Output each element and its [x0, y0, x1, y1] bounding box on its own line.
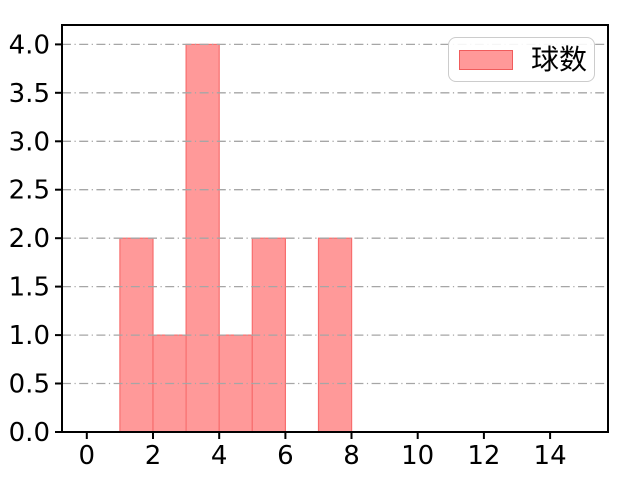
y-tick-label-3.0: 3.0: [9, 127, 50, 157]
x-tick-label-12: 12: [467, 441, 500, 471]
y-tick-label-2.5: 2.5: [9, 176, 50, 206]
plot-border: [61, 24, 609, 433]
x-tick-label-10: 10: [401, 441, 434, 471]
y-tick-label-3.5: 3.5: [9, 79, 50, 109]
y-tick-label-2.0: 2.0: [9, 224, 50, 254]
x-tick-label-4: 4: [211, 441, 228, 471]
x-tick-label-0: 0: [79, 441, 96, 471]
y-tick-label-1.5: 1.5: [9, 273, 50, 303]
y-tick-label-0.5: 0.5: [9, 370, 50, 400]
x-tick-label-8: 8: [343, 441, 360, 471]
y-tick-label-0.0: 0.0: [9, 418, 50, 448]
y-tick-label-1.0: 1.0: [9, 321, 50, 351]
legend-label: 球数: [531, 42, 588, 76]
x-tick-label-14: 14: [534, 441, 567, 471]
legend-swatch: [459, 49, 513, 70]
y-tick-label-4.0: 4.0: [9, 30, 50, 60]
legend-box: 球数: [448, 37, 595, 82]
x-tick-label-6: 6: [277, 441, 294, 471]
x-tick-label-2: 2: [145, 441, 162, 471]
